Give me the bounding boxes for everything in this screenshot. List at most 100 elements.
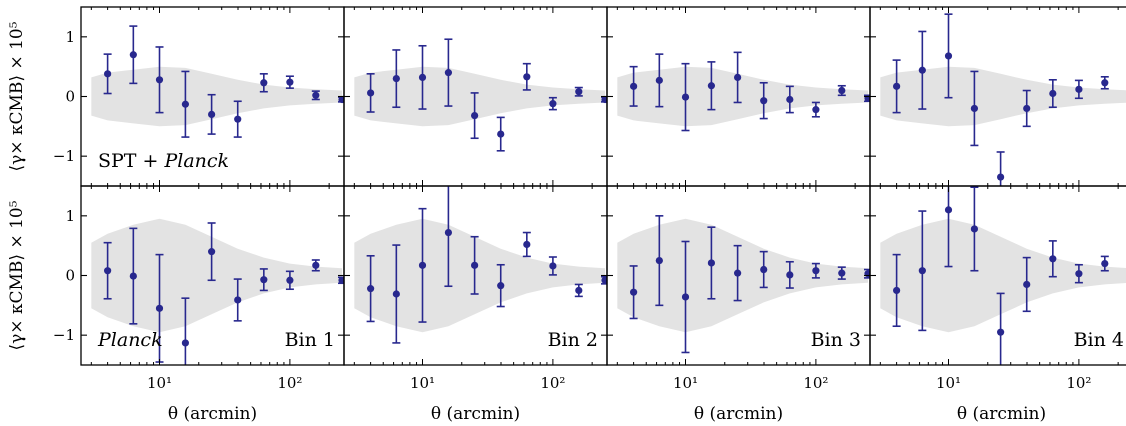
- data-point: [1049, 255, 1057, 263]
- data-point: [418, 73, 427, 82]
- data-point: [630, 288, 638, 296]
- bin-label: Bin 1: [285, 329, 335, 351]
- panel-annotation: SPT + Planck: [98, 150, 229, 172]
- data-point: [208, 248, 216, 256]
- data-point: [970, 104, 979, 113]
- data-point: [523, 73, 531, 81]
- data-point: [1023, 280, 1031, 289]
- data-point: [655, 76, 663, 84]
- data-point: [523, 240, 531, 249]
- x-tick-label: 10²: [277, 374, 302, 392]
- data-point: [681, 93, 690, 101]
- data-point: [338, 276, 344, 284]
- data-point: [497, 130, 505, 138]
- data-point: [918, 267, 926, 275]
- data-point: [286, 78, 294, 86]
- data-point: [1101, 259, 1109, 268]
- y-tick-label: 1: [65, 207, 75, 225]
- panel-3: [606, 6, 871, 187]
- data-point: [392, 290, 400, 298]
- data-point: [367, 285, 375, 293]
- data-point: [1075, 270, 1083, 278]
- data-point: [312, 261, 320, 269]
- data-point: [234, 296, 242, 304]
- data-point: [601, 276, 607, 284]
- data-point: [681, 293, 690, 301]
- data-point: [997, 328, 1005, 336]
- data-point: [471, 111, 479, 120]
- null-band: [617, 218, 868, 333]
- null-band: [880, 66, 1126, 127]
- data-point: [970, 225, 979, 233]
- data-point: [129, 51, 137, 59]
- data-point: [1023, 104, 1031, 113]
- panel-annotation: Planck: [97, 329, 163, 351]
- data-point: [1075, 85, 1083, 93]
- data-point: [208, 110, 216, 118]
- null-band: [91, 218, 342, 333]
- x-tick-label: 10¹: [147, 374, 172, 392]
- x-axis-label: θ (arcmin): [957, 404, 1046, 424]
- x-tick-label: 10²: [540, 374, 565, 392]
- panel-6: [343, 185, 608, 366]
- data-point: [104, 70, 112, 78]
- null-band: [354, 66, 605, 127]
- data-point: [286, 276, 294, 284]
- data-point: [181, 100, 190, 108]
- y-tick-label: 0: [65, 267, 75, 285]
- panel-2: [343, 6, 608, 187]
- data-point: [549, 100, 557, 108]
- y-axis-label: ⟨γ× κCMB⟩ × 10⁵: [7, 200, 27, 350]
- data-point: [471, 261, 479, 269]
- data-point: [155, 76, 164, 84]
- null-band: [91, 66, 342, 127]
- bin-label: Bin 3: [811, 329, 861, 351]
- x-tick-label: 10²: [1066, 374, 1091, 392]
- data-point: [838, 86, 846, 95]
- x-tick-label: 10¹: [936, 374, 961, 392]
- x-axis-label: θ (arcmin): [431, 404, 520, 424]
- data-point: [155, 304, 164, 312]
- x-tick-label: 10²: [803, 374, 828, 392]
- data-point: [760, 265, 768, 274]
- y-tick-label: −1: [53, 326, 75, 344]
- data-point: [260, 79, 268, 87]
- data-point: [601, 95, 607, 104]
- null-band: [880, 218, 1126, 333]
- data-point: [312, 91, 320, 99]
- data-point: [260, 276, 268, 284]
- panel-8: [869, 185, 1126, 366]
- data-point: [497, 282, 505, 290]
- data-point: [655, 256, 663, 265]
- data-point: [338, 95, 344, 104]
- data-point: [786, 95, 794, 104]
- y-tick-label: 0: [65, 88, 75, 106]
- data-point: [812, 267, 820, 275]
- data-point: [838, 269, 846, 277]
- y-axis-label: ⟨γ× κCMB⟩ × 10⁵: [7, 21, 27, 171]
- data-point: [418, 261, 427, 269]
- data-point: [1049, 89, 1057, 98]
- bin-label: Bin 4: [1074, 329, 1124, 351]
- data-point: [786, 271, 794, 279]
- data-point: [104, 267, 112, 275]
- data-point: [234, 115, 242, 123]
- data-point: [575, 88, 583, 96]
- data-point: [129, 272, 137, 280]
- y-tick-label: −1: [53, 147, 75, 165]
- data-point: [893, 82, 901, 90]
- data-point: [630, 82, 638, 90]
- data-point: [944, 206, 953, 214]
- data-point: [707, 82, 716, 90]
- panel-4: [869, 6, 1126, 187]
- y-tick-label: 1: [65, 28, 75, 46]
- data-point: [812, 106, 820, 114]
- data-point: [367, 89, 375, 97]
- data-point: [707, 259, 716, 267]
- data-point: [392, 75, 400, 83]
- data-point: [575, 286, 583, 295]
- data-point: [549, 262, 557, 270]
- data-point: [734, 73, 742, 82]
- data-point: [181, 339, 190, 347]
